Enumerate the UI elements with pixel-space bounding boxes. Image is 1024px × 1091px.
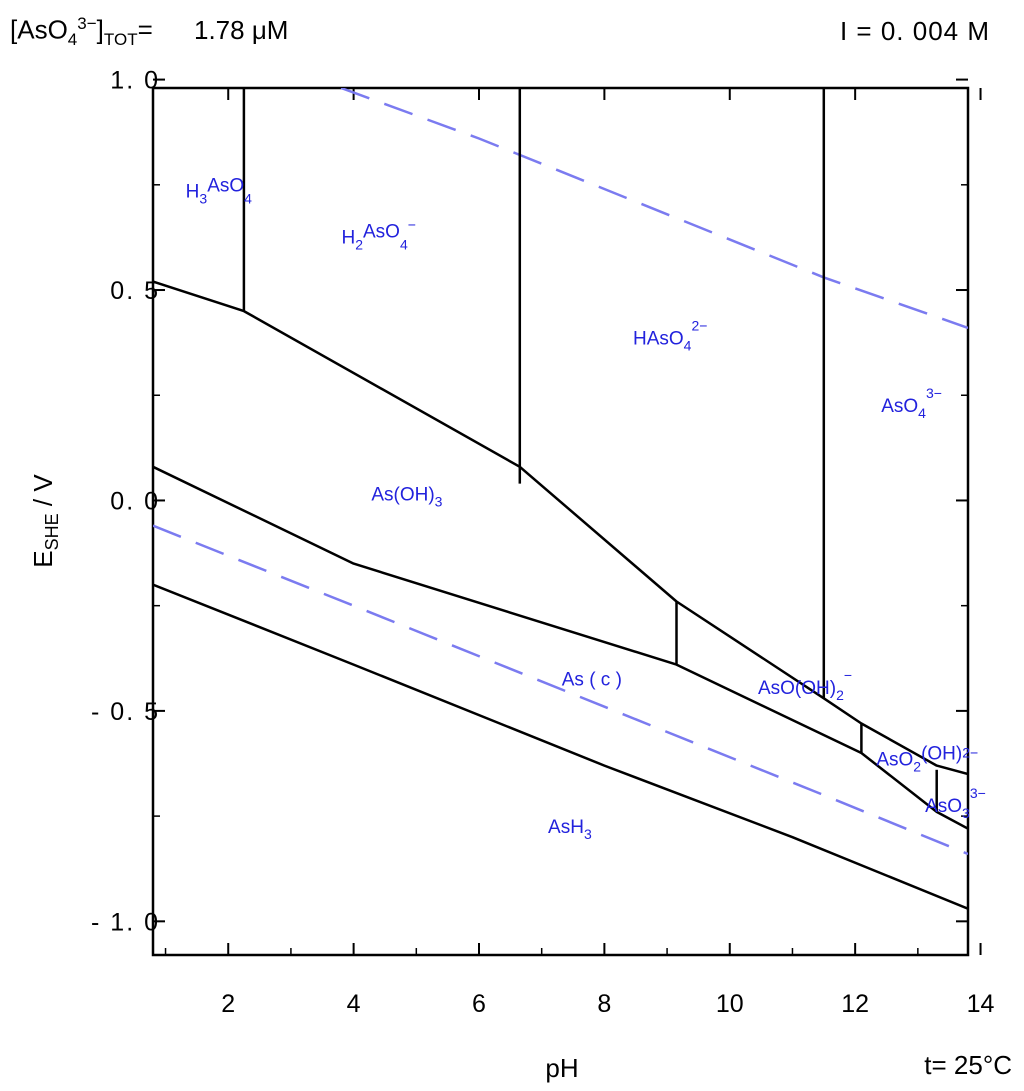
species-label: H2AsO4− (341, 217, 415, 253)
y-tick-label: - 1. 0 (91, 908, 160, 936)
x-tick-label: 12 (841, 990, 869, 1018)
species-label-part: AsO (876, 750, 913, 771)
species-label-part: 2 (836, 687, 844, 703)
boundary-line (153, 465, 968, 830)
boundary-line (153, 280, 968, 776)
conc-sub-1: 4 (67, 29, 78, 49)
species-label: As ( c ) (562, 670, 622, 691)
conc-equals: = (137, 14, 153, 45)
species-label: HAsO4 2− (633, 318, 707, 354)
plot-area (153, 88, 968, 910)
boundary-line (153, 583, 968, 910)
species-label: As(OH)3 (371, 484, 442, 509)
temperature-label: t= 25°C (924, 1050, 1012, 1080)
species-label-part: 2 (913, 759, 921, 775)
y-tick-label: 0. 5 (110, 277, 160, 305)
species-label-part: AsO (207, 175, 244, 196)
y-axis-title-main: E (28, 550, 58, 567)
species-label: H3AsO4 (186, 175, 252, 206)
y-tick-label: 0. 0 (110, 487, 160, 515)
x-tick-label: 2 (221, 990, 235, 1018)
x-tick-label: 6 (472, 990, 486, 1018)
species-label-part: − (844, 667, 852, 683)
species-label-part: 3 (584, 826, 592, 842)
species-label-part: 4 (684, 338, 692, 354)
conc-bracket: ] (96, 14, 104, 45)
concentration-header: [AsO43−]TOT= 1.78 μM (10, 14, 288, 50)
species-label-part: 2− (962, 745, 978, 761)
species-label-part: 3− (970, 785, 986, 801)
species-label-part: 3 (199, 190, 207, 206)
water-line (340, 88, 968, 330)
x-tick-label: 8 (597, 990, 611, 1018)
species-label-part: As(OH) (371, 484, 434, 505)
species-label-part: 2− (691, 318, 707, 334)
y-axis-title: ESHE / V (28, 474, 62, 568)
ionic-strength: I = 0. 004 M (839, 16, 990, 46)
species-label: AsO2(OH)2− (876, 744, 978, 775)
x-tick-label: 10 (716, 990, 744, 1018)
conc-sub-2: TOT (103, 29, 138, 49)
species-label-part: − (408, 217, 416, 233)
species-label-part: AsO(OH) (758, 678, 836, 699)
species-label-part: 3 (962, 805, 970, 821)
species-label-part: 4 (400, 237, 408, 253)
species-label-part: 4 (918, 405, 926, 421)
species-label-part: AsH (548, 817, 584, 838)
species-label: AsO33− (925, 785, 986, 821)
x-axis-title: pH (545, 1053, 578, 1083)
x-tick-label: 4 (347, 990, 361, 1018)
y-tick-label: 1. 0 (110, 67, 160, 95)
species-label-part: 3− (926, 385, 942, 401)
y-axis-title-suffix: / V (28, 474, 58, 514)
species-label-part: H (341, 228, 355, 249)
species-label-part: AsO (363, 222, 400, 243)
species-label: AsO43− (881, 385, 942, 421)
species-label-part: 3 (435, 493, 443, 509)
species-label: AsH3 (548, 817, 592, 842)
species-label-part: 2 (355, 237, 363, 253)
species-label-part: AsO (925, 796, 962, 817)
species-label-part: 4 (244, 190, 252, 206)
species-label-part: As ( c ) (562, 670, 622, 691)
x-tick-label: 14 (967, 990, 995, 1018)
y-axis-title-sub: SHE (42, 513, 62, 550)
species-label-part: AsO (881, 396, 918, 417)
water-line (153, 524, 968, 856)
species-label-part: H (186, 181, 200, 202)
species-label: AsO(OH)2− (758, 667, 852, 703)
conc-sup: 3− (77, 14, 97, 33)
species-label-part: (OH) (921, 744, 962, 765)
conc-text-1: [AsO (10, 14, 68, 45)
conc-value: 1.78 μM (194, 14, 289, 45)
species-label-part: HAsO (633, 329, 684, 350)
plot-frame (151, 86, 970, 957)
y-tick-label: - 0. 5 (91, 698, 160, 726)
